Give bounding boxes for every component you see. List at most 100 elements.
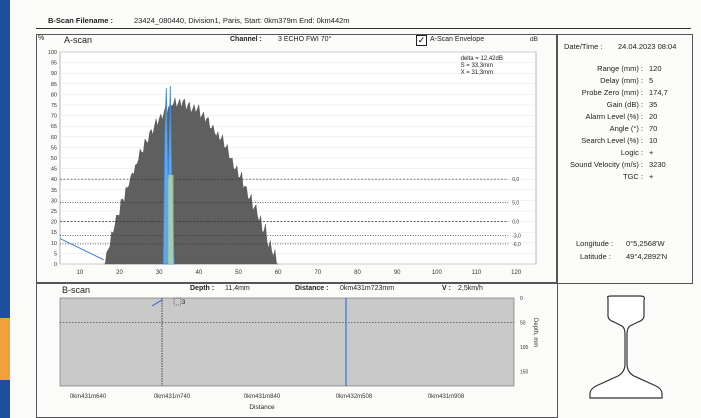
datetime-label: Date/Time : — [564, 42, 602, 51]
bscan-y-axis-label: Depth, mm — [532, 318, 538, 347]
ascan-y-tick: 95 — [51, 61, 57, 67]
ascan-db-unit: dB — [530, 36, 538, 43]
param-label: Gain (dB) : — [607, 100, 643, 109]
rail-profile-icon — [586, 294, 666, 402]
bscan-x-tick: 0km431m740 — [154, 394, 191, 400]
param-value: 70 — [649, 124, 657, 133]
param-value: 120 — [649, 64, 662, 73]
ascan-y-tick: 25 — [51, 209, 57, 215]
longitude-label: Longitude : — [576, 239, 613, 248]
ascan-y-tick: 0 — [54, 262, 57, 268]
bscan-y-tick: 0 — [520, 296, 523, 302]
ascan-x-tick: 20 — [116, 270, 123, 276]
ascan-db-mark: -6,0 — [512, 242, 521, 248]
longitude-value: 0°5,2568'W — [626, 239, 665, 248]
param-label: TGC : — [623, 172, 643, 181]
ascan-y-tick: 80 — [51, 92, 57, 98]
ascan-x-tick: 60 — [275, 270, 282, 276]
ascan-y-tick: 40 — [51, 177, 57, 183]
ascan-y-tick: 60 — [51, 135, 57, 141]
datetime-value: 24.04.2023 08:04 — [618, 42, 676, 51]
ascan-y-tick: 50 — [51, 156, 57, 162]
ascan-y-tick: 100 — [48, 50, 57, 56]
ascan-x-tick: 50 — [235, 270, 242, 276]
ascan-y-tick: 90 — [51, 71, 57, 77]
bscan-x-axis-label: Distance — [249, 404, 275, 411]
depth-label: Depth : — [190, 285, 214, 292]
ascan-x-tick: 30 — [156, 270, 163, 276]
ascan-plot: 1009590858075706560555045403530252015105… — [36, 44, 556, 280]
ascan-db-mark: 0,0 — [512, 220, 519, 226]
ascan-x-tick: 120 — [511, 270, 522, 276]
ascan-x-tick: 90 — [394, 270, 401, 276]
channel-value: 3 ECHO FWI 70° — [278, 36, 331, 43]
param-value: 10 — [649, 136, 657, 145]
ascan-y-tick: 20 — [51, 220, 57, 226]
ascan-y-tick: 85 — [51, 82, 57, 88]
ascan-y-tick: 10 — [51, 241, 57, 247]
bscan-plot-area — [60, 298, 514, 386]
param-label: Search Level (%) : — [581, 136, 643, 145]
ascan-y-tick: 75 — [51, 103, 57, 109]
ascan-x-tick: 70 — [314, 270, 321, 276]
ascan-db-mark: 0,0 — [512, 177, 519, 183]
bscan-x-tick: 0km431m908 — [428, 394, 465, 400]
v-label: V : — [442, 285, 451, 292]
ascan-y-tick: 15 — [51, 230, 57, 236]
report-sheet: B-Scan Filename : 23424_080440, Division… — [10, 0, 701, 418]
latitude-label: Latitude : — [580, 252, 611, 261]
ascan-y-tick: 65 — [51, 124, 57, 130]
ascan-y-tick: 5 — [54, 251, 57, 257]
ascan-y-tick: 35 — [51, 188, 57, 194]
header-rule — [36, 28, 691, 29]
latitude-value: 49°4,2892'N — [626, 252, 667, 261]
param-label: Sound Velocity (m/s) : — [570, 160, 643, 169]
bscan-y-tick: 150 — [520, 369, 529, 375]
param-value: 3230 — [649, 160, 666, 169]
param-label: Delay (mm) : — [600, 76, 643, 85]
param-value: 35 — [649, 100, 657, 109]
ascan-gate-fill — [168, 175, 173, 264]
orange-tab — [0, 318, 10, 380]
params-list: Date/Time : 24.04.2023 08:04 Longitude :… — [556, 34, 691, 282]
bscan-x-tick: 0km432m508 — [336, 394, 373, 400]
param-value: + — [649, 172, 653, 181]
distance-label: Distance : — [295, 285, 328, 292]
ascan-x-tick: 10 — [76, 270, 83, 276]
ascan-x-tick: 110 — [472, 270, 482, 276]
param-label: Logic : — [621, 148, 643, 157]
param-value: 5 — [649, 76, 653, 85]
filename-label: B-Scan Filename : — [48, 16, 113, 25]
filename-value: 23424_080440, Division1, Paris, Start: 0… — [134, 16, 350, 25]
ascan-y-tick: 30 — [51, 198, 57, 204]
param-label: Probe Zero (mm) : — [582, 88, 643, 97]
param-label: Alarm Level (%) : — [585, 112, 643, 121]
bscan-y-tick: 100 — [520, 345, 529, 351]
bscan-x-tick: 0km431m640 — [70, 394, 107, 400]
ascan-y-unit: % — [38, 35, 44, 42]
bscan-x-tick: 0km431m840 — [244, 394, 281, 400]
depth-value: 11,4mm — [225, 285, 250, 292]
distance-value: 0km431m723mm — [340, 285, 394, 292]
channel-label: Channel : — [230, 36, 262, 43]
ascan-y-tick: 45 — [51, 167, 57, 173]
envelope-label: A-Scan Envelope — [430, 36, 484, 43]
param-value: + — [649, 148, 653, 157]
ascan-readout: X = 31,3mm — [461, 70, 494, 76]
ascan-x-tick: 80 — [354, 270, 361, 276]
ascan-y-tick: 70 — [51, 114, 57, 120]
param-value: 20 — [649, 112, 657, 121]
ascan-readout: S = 33,3mm — [461, 63, 494, 69]
ascan-x-tick: 100 — [432, 270, 443, 276]
param-value: 174,7 — [649, 88, 668, 97]
param-label: Range (mm) : — [597, 64, 643, 73]
v-value: 2,5km/h — [458, 285, 483, 292]
param-label: Angle (°) : — [610, 124, 643, 133]
ascan-y-tick: 55 — [51, 145, 57, 151]
ascan-readout: delta = 12,42dB — [461, 56, 503, 62]
bscan-y-tick: 50 — [520, 320, 526, 326]
ascan-x-tick: 40 — [195, 270, 202, 276]
ascan-db-mark: 5,0 — [512, 201, 519, 207]
bscan-plot: 0 50 100 150 Depth, mm 3 0km431m640 0km431m740 0… — [36, 294, 556, 416]
ascan-db-mark: -3,0 — [512, 233, 521, 239]
